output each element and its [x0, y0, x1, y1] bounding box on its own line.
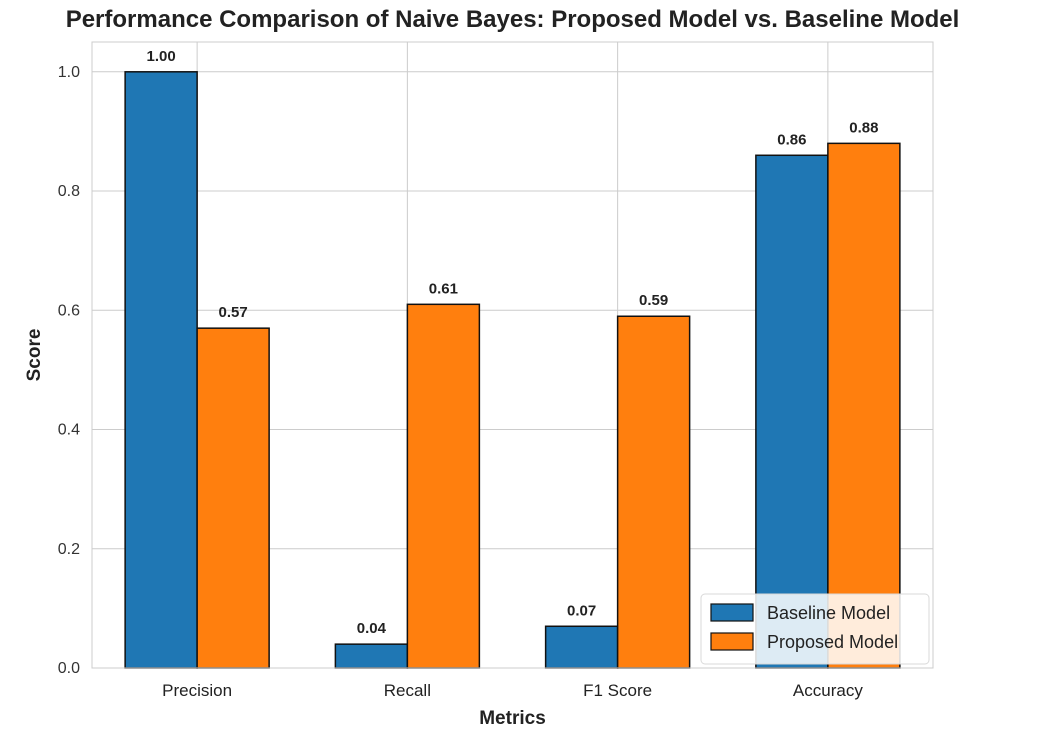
- legend-box: [700, 593, 930, 665]
- chart-title: Performance Comparison of Naive Bayes: P…: [65, 6, 960, 33]
- bars: [124, 71, 901, 669]
- y-axis-ticks: 0.0 0.2 0.4 0.6 0.8 1.0: [58, 64, 80, 677]
- bar-proposed-model: [196, 327, 270, 669]
- x-axis-ticks: Precision Recall F1 Score Accuracy: [162, 681, 863, 700]
- bar-proposed-model: [616, 315, 691, 669]
- bar-baseline-model: [544, 625, 619, 669]
- data-labels: 1.00 0.04 0.07 0.86 0.57 0.61 0.59 0.88: [147, 48, 879, 637]
- y-axis-label: Score: [24, 329, 45, 382]
- data-label: 0.59: [639, 292, 668, 309]
- y-tick-label: 0.6: [58, 302, 80, 319]
- legend-label: Baseline Model: [767, 603, 890, 623]
- x-tick-label: Recall: [384, 681, 431, 700]
- bar-baseline-model: [334, 643, 409, 669]
- y-tick-label: 1.0: [58, 64, 80, 81]
- legend-label: Proposed Model: [767, 632, 898, 652]
- data-label: 0.86: [777, 131, 806, 148]
- legend-swatch: [710, 632, 754, 651]
- data-label: 0.61: [429, 280, 458, 297]
- data-label: 0.57: [219, 304, 248, 321]
- data-label: 1.00: [147, 48, 176, 65]
- y-tick-label: 0.2: [58, 541, 80, 558]
- x-axis-label: Metrics: [479, 708, 546, 729]
- y-tick-label: 0.4: [58, 422, 80, 439]
- y-tick-label: 0.8: [58, 183, 80, 200]
- y-tick-label: 0.0: [58, 660, 80, 677]
- data-label: 0.07: [567, 602, 596, 619]
- bar-proposed-model: [406, 303, 481, 669]
- legend-swatch: [710, 603, 754, 622]
- bar-proposed-model: [827, 142, 901, 669]
- bar-baseline-model: [124, 71, 198, 669]
- x-tick-label: Precision: [162, 681, 232, 700]
- bar-baseline-model: [755, 154, 829, 669]
- legend: Baseline Model Proposed Model: [700, 593, 930, 665]
- data-label: 0.04: [357, 620, 387, 637]
- x-tick-label: F1 Score: [583, 681, 652, 700]
- x-tick-label: Accuracy: [793, 681, 863, 700]
- plot-frame: [91, 41, 934, 669]
- data-label: 0.88: [849, 119, 878, 136]
